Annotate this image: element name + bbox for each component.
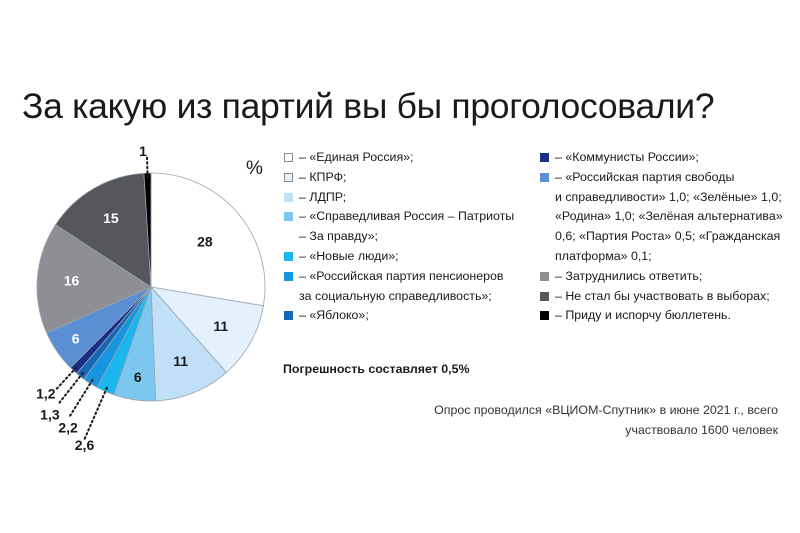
leader-line — [83, 386, 108, 441]
pie-slice — [149, 286, 264, 374]
legend-swatch — [284, 271, 293, 281]
slice-label: 15 — [103, 210, 119, 226]
legend-item: – «Новые люди»; — [284, 247, 524, 267]
slice-label: 16 — [64, 272, 80, 288]
slice-label: 1 — [139, 143, 147, 159]
leader-line — [56, 372, 84, 406]
legend-item: – «Яблоко»; — [284, 306, 524, 326]
legend-label: – «Справедливая Россия – Патриоты – За п… — [299, 209, 515, 244]
legend-swatch — [284, 192, 293, 202]
legend-label: – Не стал бы участвовать в выборах; — [555, 288, 770, 303]
legend-swatch — [540, 153, 549, 162]
legend-item: – Не стал бы участвовать в выборах; — [540, 287, 785, 307]
legend-item: – «Коммунисты России»; — [540, 148, 785, 168]
legend-item: – «Справедливая Россия – Патриоты – За п… — [284, 207, 524, 247]
legend-swatch — [540, 311, 549, 321]
slice-label: 28 — [197, 233, 213, 249]
slice-label: 6 — [134, 369, 142, 385]
legend-swatch — [284, 311, 293, 321]
legend-swatch — [284, 251, 293, 261]
legend-item: – Затруднились ответить; — [540, 267, 785, 287]
leader-line — [69, 379, 94, 417]
pie-slice — [54, 172, 152, 288]
chart-title: За какую из партий вы бы проголосовали? — [22, 86, 715, 126]
legend-label: – Затруднились ответить; — [555, 268, 703, 283]
pie-slice — [150, 285, 227, 402]
legend-item: – «Единая Россия»; — [284, 148, 524, 168]
slice-label: 11 — [173, 353, 188, 369]
legend-label: – Приду и испорчу бюллетень. — [555, 308, 731, 323]
legend-swatch — [540, 271, 549, 281]
legend-item: – «Российская партия свободы и справедли… — [540, 168, 785, 267]
leader-line — [146, 156, 149, 179]
legend-column-2: – «Коммунисты России»; – «Российская парт… — [540, 148, 785, 326]
legend-swatch — [540, 291, 549, 301]
legend-label: – «Российская партия пенсионеров за соци… — [299, 268, 504, 303]
legend-item: – «Российская партия пенсионеров за соци… — [284, 267, 524, 307]
pie-slice — [36, 224, 152, 334]
slice-label: 11 — [213, 318, 228, 334]
legend-swatch — [540, 172, 549, 182]
legend-column-1: – «Единая Россия»; – КПРФ; – ЛДПР; – «Справ… — [284, 148, 524, 326]
slice-label: 6 — [72, 331, 80, 347]
pie-slice — [150, 172, 266, 307]
legend-label: – «Яблоко»; — [299, 308, 369, 323]
slice-label: 1,3 — [40, 407, 60, 423]
legend-label: – ЛДПР; — [299, 189, 347, 204]
legend-label: – «Российская партия свободы и справедли… — [555, 169, 783, 263]
legend-swatch — [284, 212, 293, 222]
unit-label: % — [246, 158, 263, 179]
survey-source: Опрос проводился «ВЦИОМ-Спутник» в июне … — [434, 403, 778, 437]
margin-of-error-note: Погрешность составляет 0,5% — [283, 362, 470, 376]
leader-line — [54, 366, 78, 391]
slice-label: 2,6 — [75, 437, 95, 453]
legend-item: – Приду и испорчу бюллетень. — [540, 306, 785, 326]
slice-label: 2,2 — [58, 420, 78, 436]
legend-swatch — [284, 153, 293, 162]
legend-label: – «Коммунисты России»; — [555, 150, 699, 164]
legend-label: – КПРФ; — [299, 169, 347, 184]
legend-label: – «Единая Россия»; — [299, 150, 414, 164]
legend-item: – КПРФ; — [284, 168, 524, 188]
legend-label: – «Новые люди»; — [299, 248, 399, 263]
slice-label: 1,2 — [36, 386, 56, 402]
legend-swatch — [284, 172, 293, 182]
legend-item: – ЛДПР; — [284, 188, 524, 208]
